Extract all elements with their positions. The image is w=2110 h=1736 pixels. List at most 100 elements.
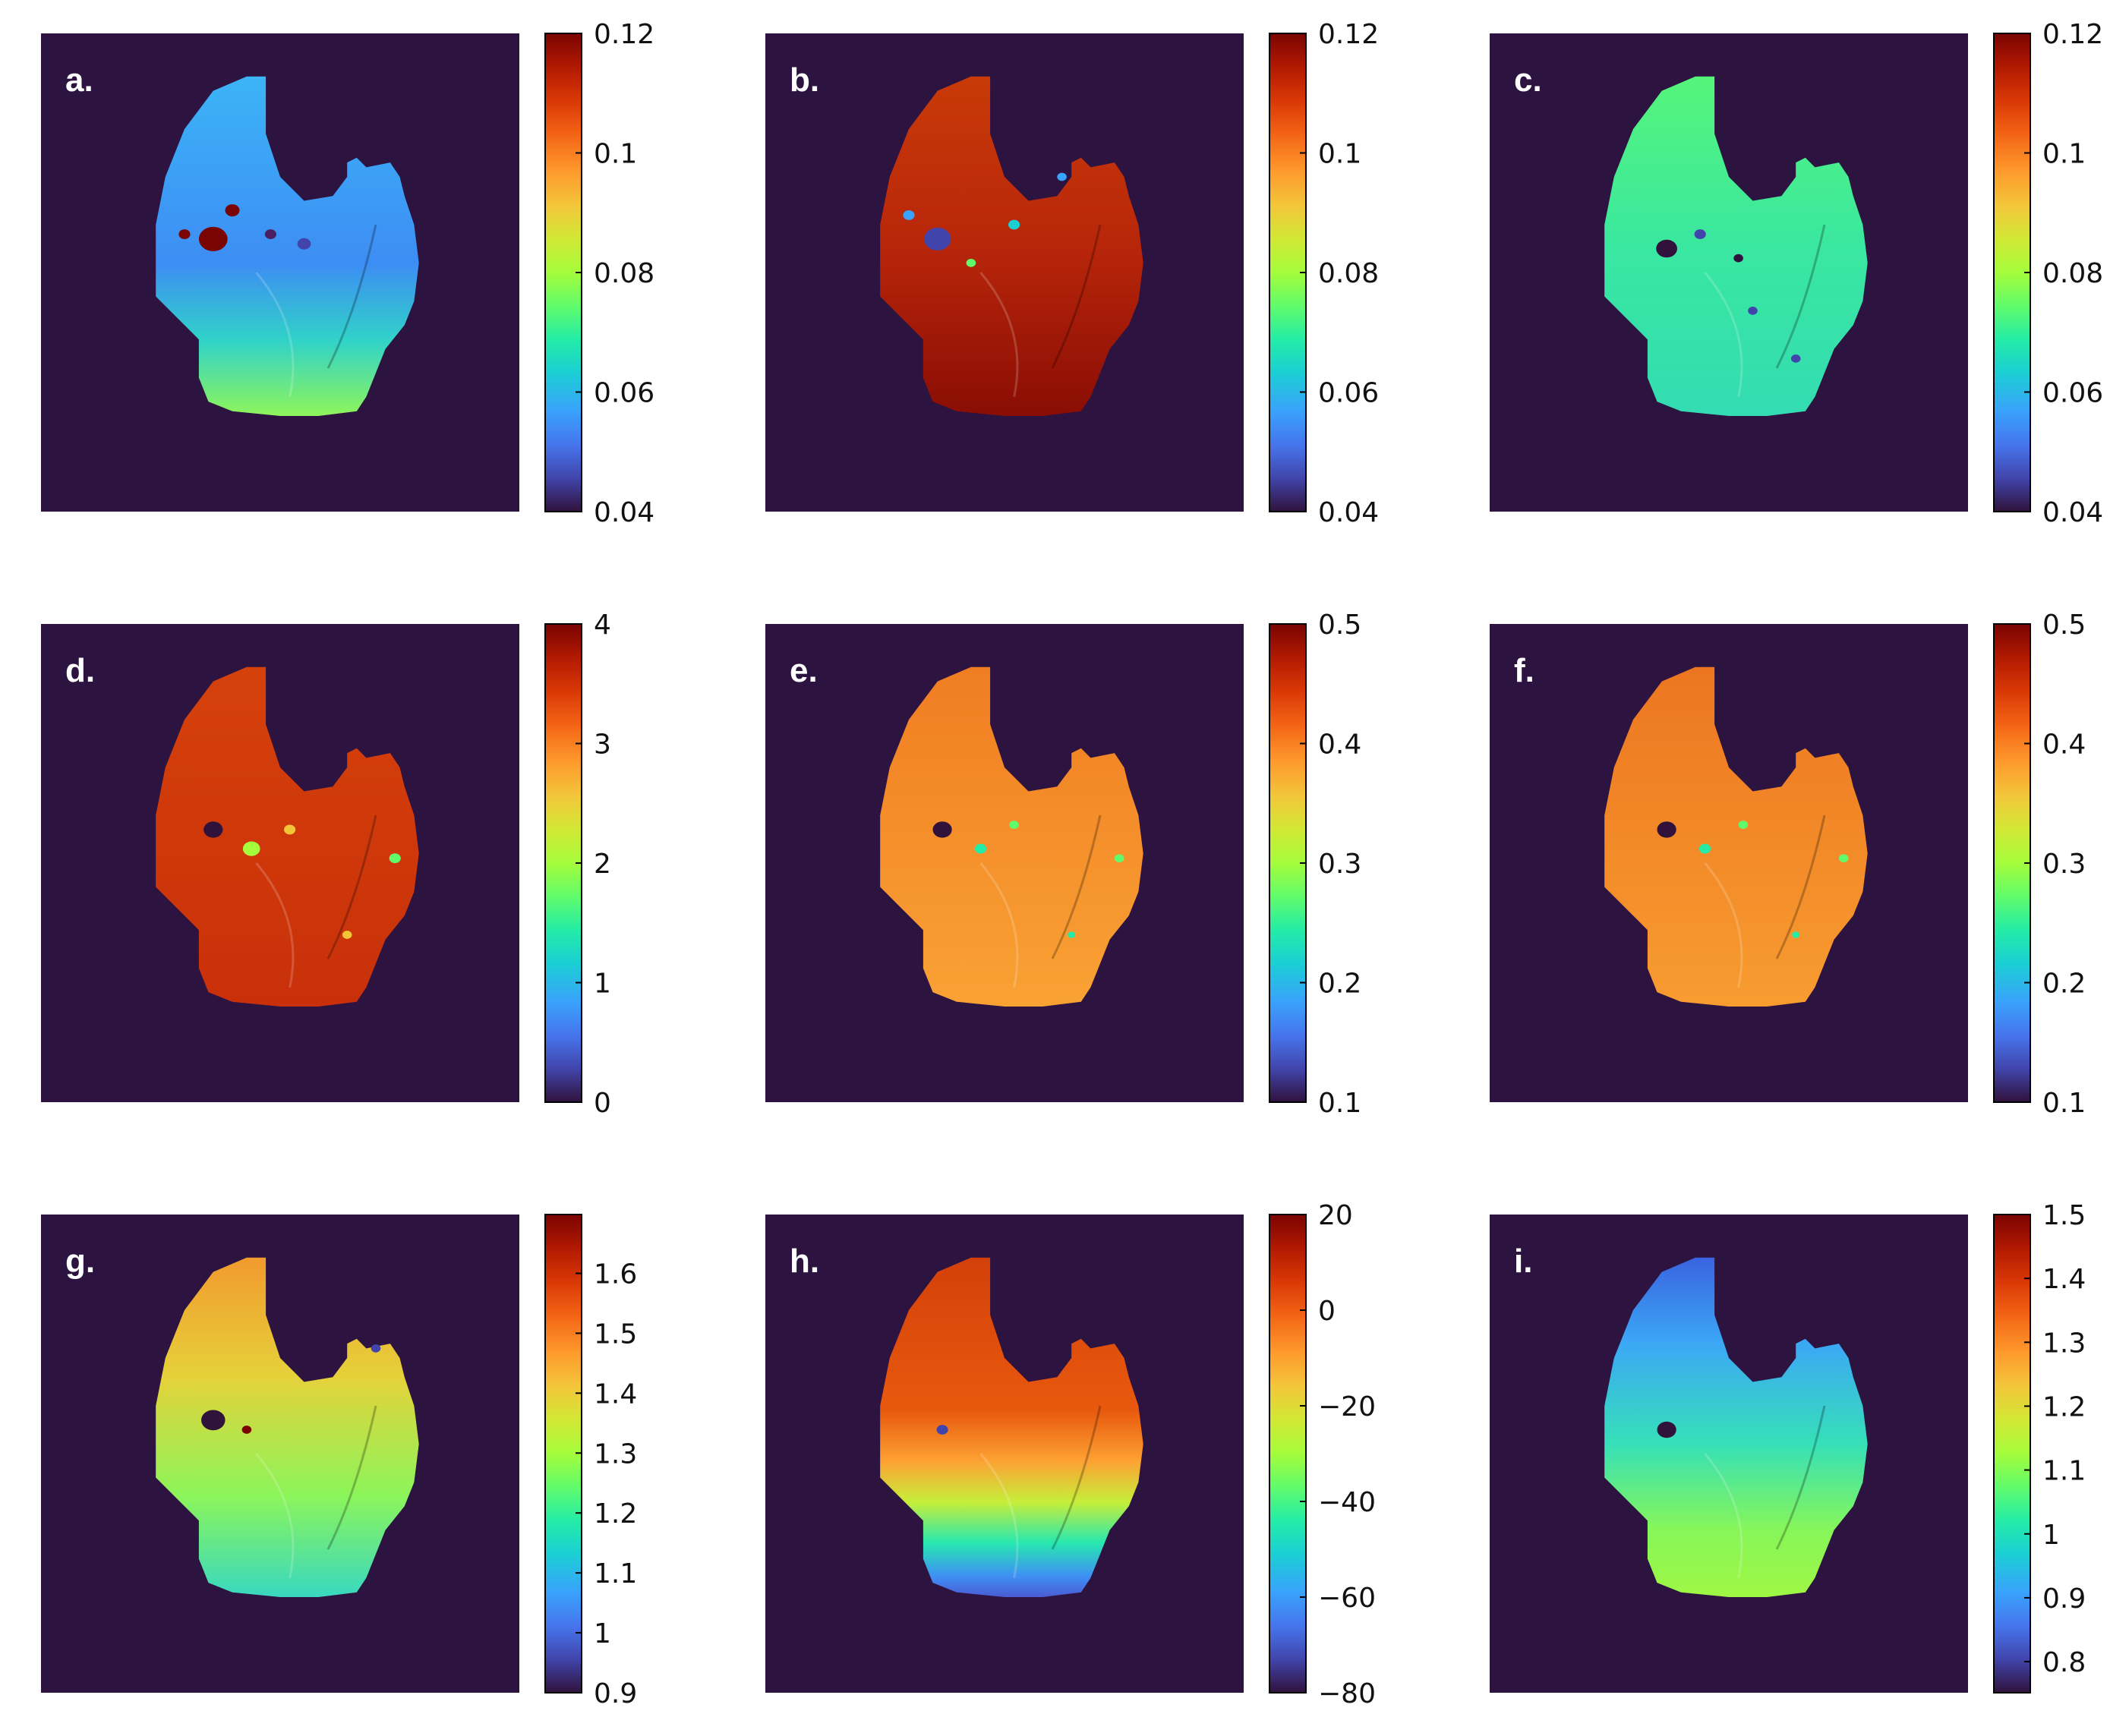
panel-d-label: d. <box>65 652 95 689</box>
panel-g-label: g. <box>65 1243 95 1280</box>
panel-d: d. 4 3 2 1 0 <box>41 610 611 1119</box>
panel-c-vessel-line <box>1775 224 1826 369</box>
panel-h-colorbar-tick-label: 20 <box>1318 1200 1353 1231</box>
panel-h-colorbar <box>1269 1214 1307 1693</box>
panel-b-vessel-line <box>1051 224 1102 369</box>
panel-g-vessel-line <box>326 1405 377 1550</box>
panel-e-feature-spot <box>932 821 952 838</box>
panel-c-colorbar-tick-label: 0.08 <box>2042 258 2103 289</box>
panel-a-colorbar-tick-label: 0.1 <box>594 139 637 170</box>
panel-c-tissue-map <box>1604 76 1868 416</box>
panel-b-colorbar-tick-label: 0.12 <box>1318 19 1379 50</box>
panel-g-colorbar-tick-label: 1 <box>594 1618 611 1649</box>
panel-i-colorbar-tick-label: 1.5 <box>2042 1200 2086 1231</box>
panel-b-label: b. <box>790 61 819 99</box>
panel-a-feature-spot <box>178 229 191 240</box>
panel-d-colorbar-tick-label: 2 <box>594 849 611 880</box>
panel-i-septum-line <box>1704 1453 1743 1579</box>
panel-h-feature-spot <box>936 1425 948 1435</box>
panel-a-colorbar-tick-label: 0.12 <box>594 19 654 50</box>
panel-h-colorbar-tick-label: −60 <box>1318 1583 1376 1614</box>
panel-d-feature-spot <box>242 841 260 856</box>
panel-h: h. 20 0 −20 −40 −60 −80 <box>765 1200 1376 1709</box>
panel-i-colorbar-tick-label: 1.2 <box>2042 1391 2086 1423</box>
panel-d-septum-line <box>255 862 295 988</box>
panel-c-feature-spot <box>1656 239 1677 258</box>
panel-g-feature-spot <box>241 1426 252 1434</box>
panel-i: i. 1.5 1.4 1.3 1.2 1.1 1 0.9 0.8 <box>1490 1200 2086 1693</box>
panel-c: c. 0.12 0.1 0.08 0.06 0.04 <box>1490 19 2103 528</box>
panel-c-label: c. <box>1514 61 1542 99</box>
panel-a-vessel-line <box>326 224 377 369</box>
panel-i-colorbar-tick-label: 1.1 <box>2042 1456 2086 1487</box>
panel-b-feature-spot <box>1008 219 1020 230</box>
panel-f-colorbar-tick-label: 0.2 <box>2042 969 2086 1000</box>
panel-g-colorbar-tick-label: 1.6 <box>594 1259 637 1290</box>
panel-d-tissue-map <box>156 666 419 1007</box>
panel-c-colorbar-tick-label: 0.12 <box>2042 19 2103 50</box>
panel-c-colorbar-tick-label: 0.06 <box>2042 378 2103 409</box>
panel-f-feature-spot <box>1698 843 1711 854</box>
panel-e-feature-spot <box>974 843 987 854</box>
panel-b-tissue-map <box>880 76 1143 416</box>
panel-d-colorbar-tick-label: 3 <box>594 729 611 761</box>
panel-a: a. 0.12 0.1 0.08 0.06 0.04 <box>41 19 654 528</box>
panel-f-vessel-line <box>1775 814 1826 959</box>
panel-a-feature-spot <box>264 229 276 240</box>
panel-d-colorbar-tick-label: 1 <box>594 969 611 1000</box>
panel-d-feature-spot <box>284 824 296 835</box>
panel-i-colorbar <box>1993 1214 2031 1693</box>
panel-f: f. 0.5 0.4 0.3 0.2 0.1 <box>1490 610 2086 1119</box>
panel-f-colorbar-tick-label: 0.4 <box>2042 729 2086 761</box>
panel-h-colorbar-tick-label: −40 <box>1318 1487 1376 1518</box>
panel-e-colorbar-tick-label: 0.3 <box>1318 849 1361 880</box>
panel-i-colorbar-tick-label: 1 <box>2042 1520 2060 1551</box>
panel-f-tissue-map <box>1604 666 1868 1007</box>
panel-a-feature-spot <box>225 204 240 217</box>
panel-h-colorbar-tick-label: 0 <box>1318 1296 1336 1327</box>
panel-e-feature-spot <box>1068 931 1076 938</box>
panel-e-colorbar-tick-label: 0.1 <box>1318 1088 1361 1119</box>
panel-i-colorbar-tick-label: 1.4 <box>2042 1264 2086 1295</box>
panel-b-colorbar-tick-label: 0.1 <box>1318 139 1361 170</box>
panel-i-colorbar-tick-label: 0.9 <box>2042 1583 2086 1615</box>
panel-h-septum-line <box>979 1453 1019 1579</box>
panel-a-colorbar-tick-label: 0.04 <box>594 497 654 528</box>
panel-e-colorbar-tick-label: 0.2 <box>1318 969 1361 1000</box>
panel-b: b. 0.12 0.1 0.08 0.06 0.04 <box>765 19 1379 528</box>
panel-f-feature-spot <box>1738 821 1749 829</box>
panel-c-colorbar-tick-label: 0.04 <box>2042 497 2103 528</box>
panel-b-colorbar-tick-label: 0.04 <box>1318 497 1379 528</box>
panel-e-feature-spot <box>1009 821 1019 829</box>
panel-f-colorbar-tick-label: 0.1 <box>2042 1088 2086 1119</box>
panel-h-colorbar-tick-label: −80 <box>1318 1678 1376 1709</box>
panel-g-tissue-map <box>156 1257 419 1597</box>
panel-a-colorbar-tick-label: 0.08 <box>594 258 654 289</box>
panel-f-septum-line <box>1704 862 1743 988</box>
panel-a-label: a. <box>65 61 93 99</box>
panel-d-vessel-line <box>326 814 377 959</box>
panel-e-tissue-map <box>880 666 1143 1007</box>
panel-f-feature-spot <box>1838 854 1849 863</box>
panel-c-colorbar-tick-label: 0.1 <box>2042 139 2086 170</box>
panel-i-tissue-map <box>1604 1257 1868 1597</box>
panel-b-septum-line <box>979 272 1019 398</box>
panel-a-septum-line <box>255 272 295 398</box>
panel-a-tissue-map <box>156 76 419 416</box>
panel-d-feature-spot <box>203 821 223 838</box>
panel-b-feature-spot <box>1057 172 1067 181</box>
panel-a-feature-spot <box>297 238 311 250</box>
panel-g-septum-line <box>255 1453 295 1579</box>
panel-d-colorbar-tick-label: 0 <box>594 1088 611 1119</box>
panel-g-colorbar-tick-label: 0.9 <box>594 1678 637 1709</box>
panel-g-colorbar-tick-label: 1.1 <box>594 1558 637 1589</box>
panel-i-label: i. <box>1514 1243 1532 1280</box>
panel-g-colorbar-tick-label: 1.2 <box>594 1498 637 1530</box>
panel-e-colorbar-tick-label: 0.4 <box>1318 729 1361 761</box>
panel-c-feature-spot <box>1733 254 1743 263</box>
panel-h-vessel-line <box>1051 1405 1102 1550</box>
panel-b-colorbar-tick-label: 0.08 <box>1318 258 1379 289</box>
panel-i-feature-spot <box>1657 1421 1676 1438</box>
panel-f-feature-spot <box>1657 821 1676 838</box>
panel-e: e. 0.5 0.4 0.3 0.2 0.1 <box>765 610 1361 1119</box>
